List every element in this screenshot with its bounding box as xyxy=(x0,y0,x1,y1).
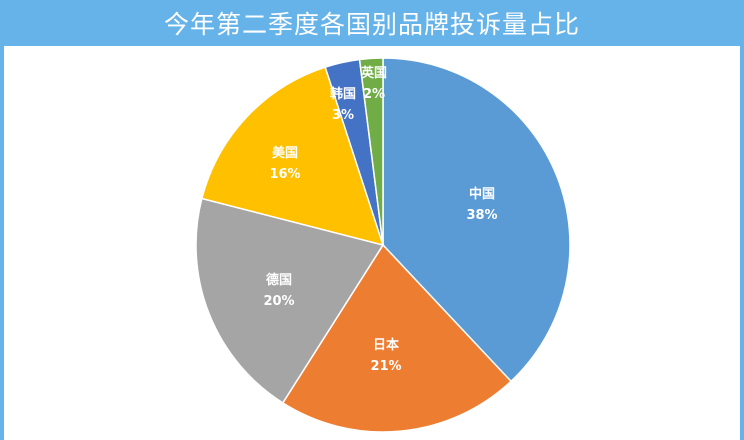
slice-category-label: 美国 xyxy=(272,145,298,161)
slice-percent-label: 3% xyxy=(332,108,354,123)
slice-category-label: 英国 xyxy=(360,65,387,81)
slice-percent-label: 16% xyxy=(269,167,300,182)
slice-category-label: 韩国 xyxy=(330,86,356,102)
slice-category-label: 日本 xyxy=(373,337,399,353)
slice-category-label: 德国 xyxy=(266,272,292,288)
slice-percent-label: 20% xyxy=(263,294,294,309)
pie-slice-4 xyxy=(200,66,385,247)
slice-percent-label: 21% xyxy=(370,359,401,374)
pie-labels: 中国 38% 日本 21% 德国 20% 美国 16% 韩国 3% 英国 2% xyxy=(263,65,497,374)
pie-slice-1 xyxy=(382,57,571,383)
chart-title: 今年第二季度各国别品牌投诉量占比 xyxy=(163,10,580,39)
slice-percent-label: 2% xyxy=(363,87,385,102)
slice-percent-label: 38% xyxy=(466,208,497,223)
slice-category-label: 中国 xyxy=(469,186,495,202)
pie-slices xyxy=(195,57,571,433)
pie-slice-2 xyxy=(281,243,513,433)
pie-slice-6 xyxy=(358,57,384,246)
pie-slice-3 xyxy=(195,197,385,404)
